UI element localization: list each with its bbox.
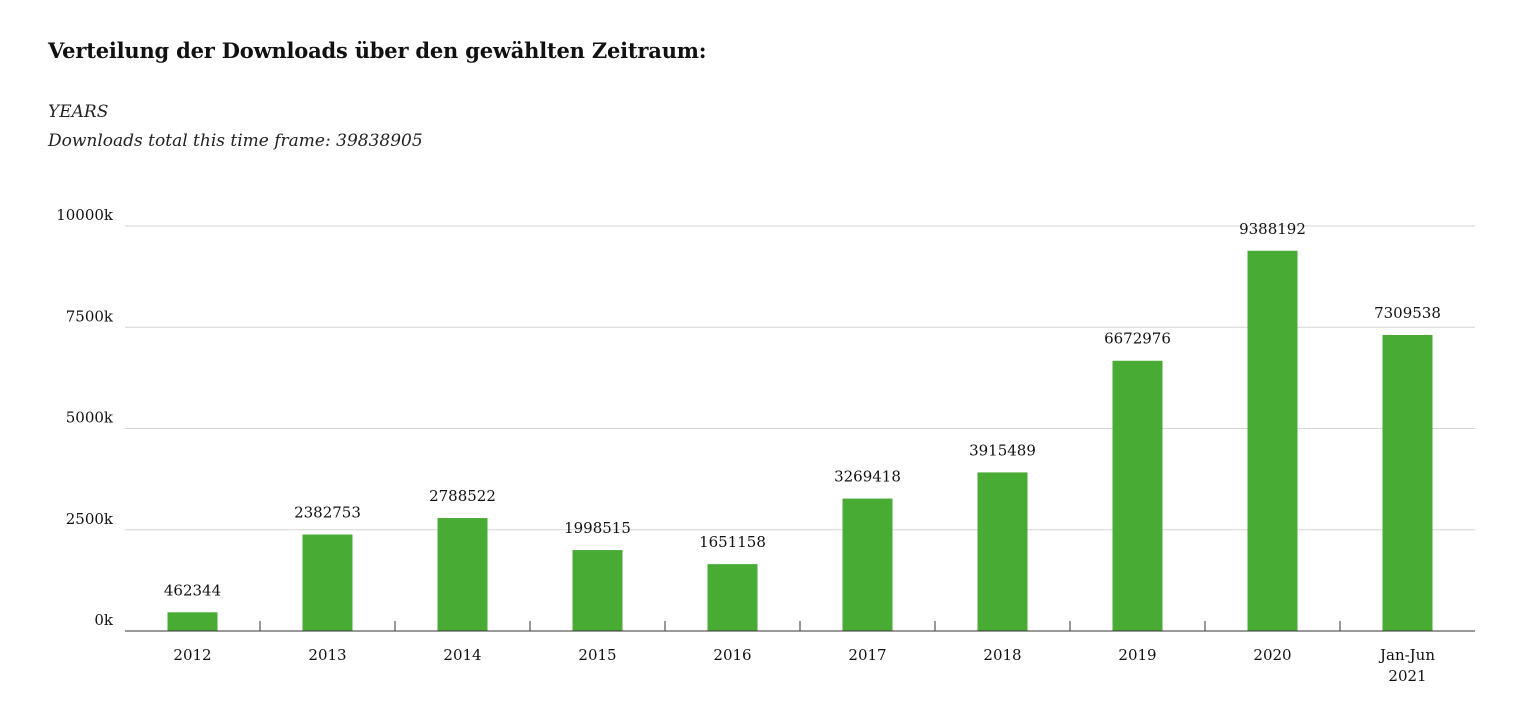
bar	[167, 612, 218, 631]
y-tick-label: 10000k	[56, 206, 114, 224]
bar-value-label: 2382753	[294, 503, 361, 521]
x-tick-label: 2016	[713, 646, 751, 664]
x-tick-label: 2021	[1388, 667, 1426, 685]
x-tick-label: 2012	[173, 646, 211, 664]
bar-layer	[167, 250, 1433, 631]
axis-layer	[125, 621, 1475, 632]
bar	[1112, 360, 1163, 631]
bar-value-label: 3915489	[969, 441, 1036, 459]
y-tick-label: 5000k	[66, 409, 114, 427]
bar-value-label: 462344	[164, 581, 221, 599]
x-tick-label: 2019	[1118, 646, 1156, 664]
bar	[707, 564, 758, 631]
y-tick-label: 7500k	[66, 307, 114, 325]
y-tick-label: 2500k	[66, 510, 114, 528]
bar-value-label: 3269418	[834, 468, 901, 486]
bar	[1382, 334, 1433, 631]
bar	[437, 518, 488, 631]
bar-value-label: 7309538	[1374, 304, 1441, 322]
time-frame-label: YEARS	[48, 102, 109, 122]
page-title: Verteilung der Downloads über den gewähl…	[48, 38, 707, 63]
bar	[842, 498, 893, 631]
downloads-total-prefix: Downloads total this time frame:	[48, 131, 337, 151]
bar-value-label: 6672976	[1104, 330, 1171, 348]
downloads-total: Downloads total this time frame: 3983890…	[48, 131, 423, 151]
x-tick-label: 2018	[983, 646, 1021, 664]
x-tick-label: Jan-Jun	[1378, 646, 1435, 664]
bar-value-label: 2788522	[429, 487, 496, 505]
bar-value-label: 1651158	[699, 533, 766, 551]
bar	[1247, 250, 1298, 631]
x-tick-label: 2015	[578, 646, 616, 664]
bar	[977, 472, 1028, 631]
downloads-total-value: 39838905	[336, 131, 423, 151]
x-tick-label: 2013	[308, 646, 346, 664]
bar-value-label: 9388192	[1239, 220, 1306, 238]
y-tick-label: 0k	[94, 611, 114, 629]
label-layer: 0k 2500k 5000k 7500k 10000k 462344 2012 2382753…	[56, 206, 1441, 685]
x-tick-label: 2014	[443, 646, 481, 664]
bar	[572, 550, 623, 631]
bar-value-label: 1998515	[564, 519, 631, 537]
x-tick-label: 2020	[1253, 646, 1291, 664]
x-tick-label: 2017	[848, 646, 886, 664]
bar	[302, 534, 353, 631]
